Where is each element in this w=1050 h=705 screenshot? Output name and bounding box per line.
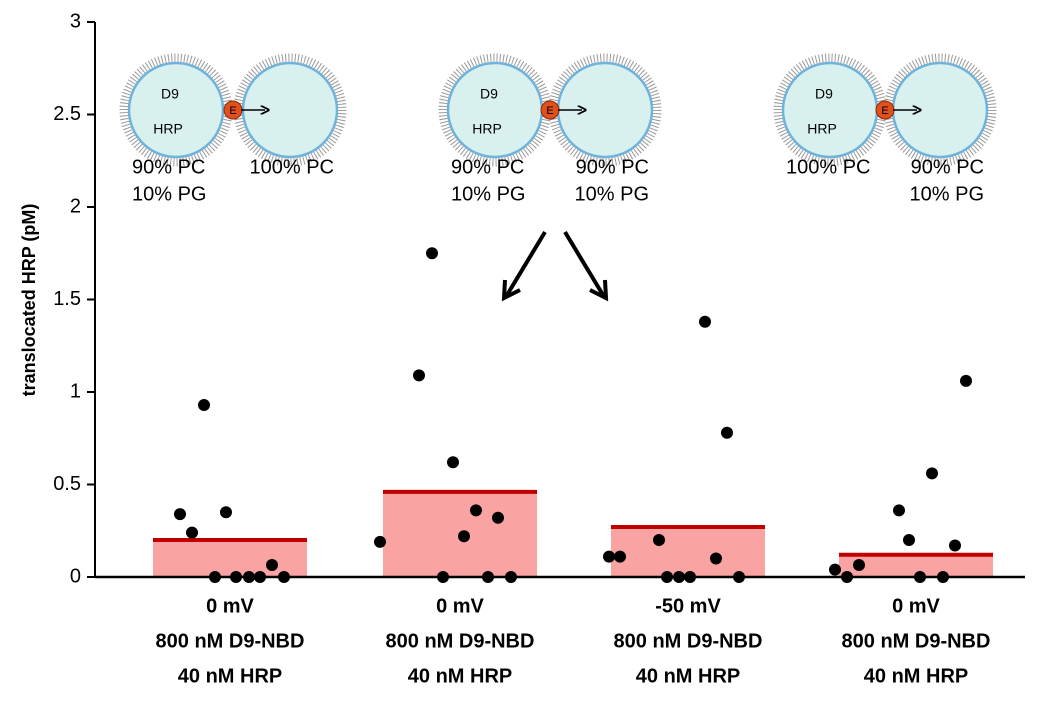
data-point: [721, 426, 733, 439]
x-tick-label: 40 nM HRP: [408, 665, 512, 687]
x-tick-label: 0 mV: [436, 595, 484, 617]
data-point: [278, 571, 290, 583]
data-point: [673, 571, 685, 583]
data-point: [603, 550, 615, 563]
data-point: [437, 571, 449, 583]
y-tick-label: 0: [70, 565, 81, 587]
membrane: [233, 53, 347, 167]
y-tick-label: 1: [70, 380, 81, 402]
data-point: [174, 508, 186, 521]
data-point: [374, 535, 386, 548]
data-point: [198, 398, 210, 411]
bar: [611, 527, 765, 577]
pore-label: E: [546, 105, 553, 117]
x-tick-label: 40 nM HRP: [636, 665, 740, 687]
composition: 10% PG: [575, 183, 649, 205]
data-point: [266, 558, 278, 571]
composition: 100% PC: [786, 156, 871, 178]
data-point: [447, 456, 459, 469]
x-tick-label: 800 nM D9-NBD: [842, 630, 991, 652]
data-point: [209, 571, 221, 583]
bar: [153, 540, 307, 577]
arrow-head: [501, 279, 521, 302]
data-point: [254, 571, 266, 583]
composition: 100% PC: [250, 156, 335, 178]
y-tick-label: 1.5: [53, 288, 81, 310]
x-tick-label: 800 nM D9-NBD: [156, 630, 305, 652]
data-point: [710, 552, 722, 565]
x-tick-label: -50 mV: [655, 595, 721, 617]
data-point: [413, 369, 425, 382]
data-point: [653, 534, 665, 546]
data-point: [829, 563, 841, 576]
x-tick-label: 40 nM HRP: [864, 665, 968, 687]
data-point: [243, 571, 255, 583]
arrow: [563, 230, 605, 297]
vesicle: [127, 61, 225, 159]
bar: [839, 554, 993, 577]
data-point: [937, 571, 949, 583]
data-point: [505, 571, 517, 583]
data-point: [853, 558, 865, 571]
x-tick-label: 800 nM D9-NBD: [386, 630, 535, 652]
data-point: [949, 539, 961, 552]
membrane: [883, 53, 997, 167]
data-point: [684, 571, 696, 583]
inner-label: HRP: [153, 121, 183, 137]
vesicle: [781, 61, 879, 159]
data-point: [914, 571, 926, 583]
data-point: [733, 571, 745, 583]
data-point: [470, 504, 482, 517]
inner-label: HRP: [472, 121, 502, 137]
data-point: [699, 315, 711, 328]
composition: 90% PC: [911, 156, 984, 178]
data-point: [960, 374, 972, 387]
vesicle: [446, 61, 544, 159]
pore-label: E: [229, 105, 236, 117]
data-point: [926, 467, 938, 480]
x-tick-label: 0 mV: [892, 595, 940, 617]
arrow-head: [589, 279, 609, 302]
composition: 10% PG: [132, 183, 206, 205]
data-point: [230, 571, 242, 583]
arrow: [505, 230, 547, 297]
inner-label: HRP: [807, 121, 837, 137]
y-tick-label: 3: [70, 10, 81, 32]
data-point: [903, 534, 915, 546]
data-point: [614, 550, 626, 563]
data-point: [492, 511, 504, 524]
composition: 90% PC: [576, 156, 649, 178]
data-point: [482, 571, 494, 583]
composition: 90% PC: [451, 156, 524, 178]
inner-label: D9: [815, 86, 833, 102]
inner-label: D9: [161, 86, 179, 102]
data-point: [841, 571, 853, 583]
inner-label: D9: [480, 86, 498, 102]
data-point: [661, 571, 673, 583]
data-point: [220, 506, 232, 519]
y-tick-label: 0.5: [53, 473, 81, 495]
x-tick-label: 40 nM HRP: [178, 665, 282, 687]
x-tick-label: 800 nM D9-NBD: [614, 630, 763, 652]
y-tick-label: 2: [70, 195, 81, 217]
x-tick-label: 0 mV: [206, 595, 254, 617]
data-point: [426, 247, 438, 260]
y-axis-label: translocated HRP (pM): [19, 204, 39, 397]
membrane: [548, 53, 662, 167]
composition: 10% PG: [910, 183, 984, 205]
composition: 90% PC: [132, 156, 205, 178]
composition: 10% PG: [451, 183, 525, 205]
data-point: [458, 530, 470, 543]
pore-label: E: [881, 105, 888, 117]
data-point: [893, 504, 905, 517]
data-point: [186, 526, 198, 539]
y-tick-label: 2.5: [53, 103, 81, 125]
